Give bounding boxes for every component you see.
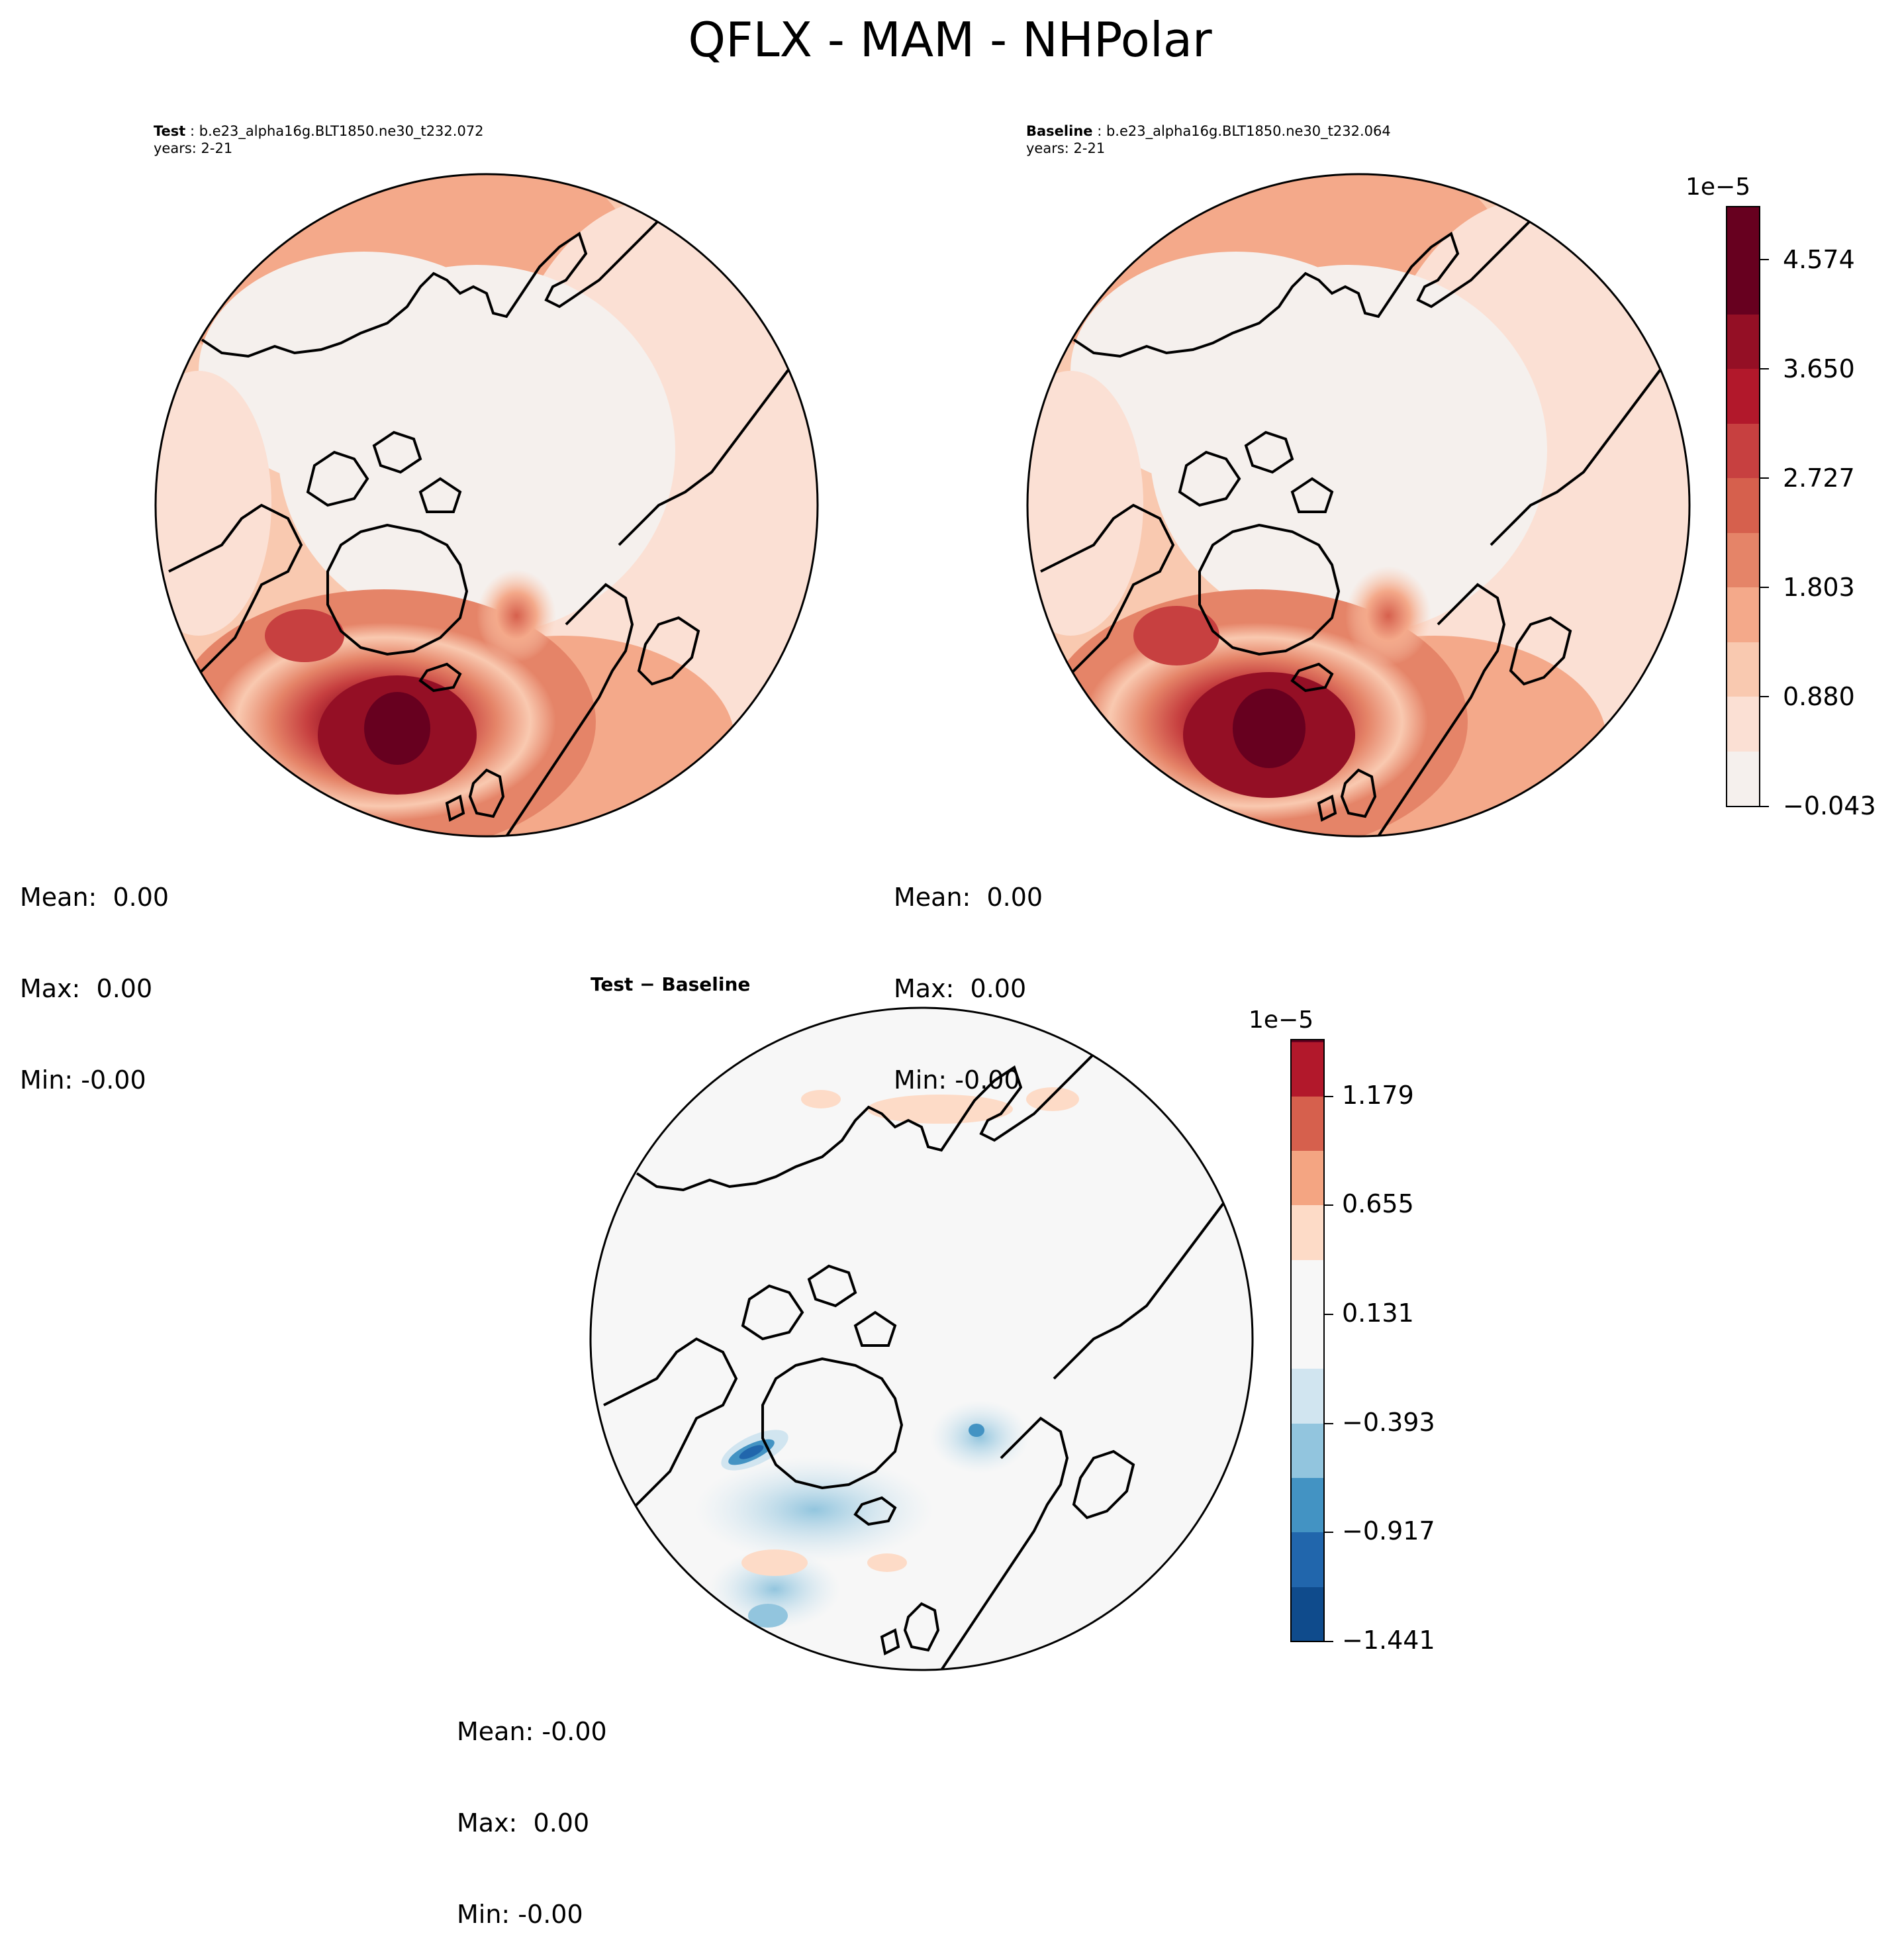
baseline-max: Max: 0.00 [894,974,1027,1003]
figure-canvas [154,173,1769,1671]
baseline-case-name: b.e23_alpha16g.BLT1850.ne30_t232.064 [1106,123,1391,139]
main-cb-tick-3: 2.727 [1783,464,1855,493]
test-mean: Mean: 0.00 [20,883,169,912]
main-colorbar [1726,206,1769,807]
test-stats: Mean: 0.00 Max: 0.00 Min: -0.00 [20,821,169,1126]
main-cb-tick-0: −0.043 [1783,791,1876,820]
diff-cb-tick-1: −0.917 [1342,1516,1435,1545]
baseline-min: Min: -0.00 [894,1065,1020,1095]
diff-cb-tick-4: 0.655 [1342,1189,1414,1218]
baseline-stats: Mean: 0.00 Max: 0.00 Min: -0.00 [894,821,1043,1126]
test-min: Min: -0.00 [20,1065,146,1095]
baseline-years: years: 2-21 [1026,140,1106,156]
test-max: Max: 0.00 [20,974,153,1003]
diff-panel-title: Test − Baseline [591,973,751,995]
diff-cb-tick-2: −0.393 [1342,1408,1435,1437]
test-label: Test [154,123,186,139]
diff-min: Min: -0.00 [457,1900,583,1929]
diff-max: Max: 0.00 [457,1808,590,1838]
test-map [154,173,819,838]
test-case-name: b.e23_alpha16g.BLT1850.ne30_t232.072 [199,123,484,139]
diff-cb-tick-0: −1.441 [1342,1626,1435,1655]
test-years: years: 2-21 [154,140,233,156]
diff-cb-tick-3: 0.131 [1342,1298,1414,1328]
main-cb-tick-2: 1.803 [1783,573,1855,602]
figure-title: QFLX - MAM - NHPolar [688,12,1212,68]
diff-mean: Mean: -0.00 [457,1717,607,1746]
baseline-map [1026,173,1691,838]
main-colorbar-exponent: 1e−5 [1686,173,1751,201]
baseline-case-header: Baseline : b.e23_alpha16g.BLT1850.ne30_t… [1026,123,1391,156]
main-cb-tick-1: 0.880 [1783,682,1855,711]
test-case-header: Test : b.e23_alpha16g.BLT1850.ne30_t232.… [154,123,484,156]
diff-map [589,1006,1254,1671]
main-cb-tick-5: 4.574 [1783,245,1855,274]
baseline-mean: Mean: 0.00 [894,883,1043,912]
main-cb-tick-4: 3.650 [1783,354,1855,383]
diff-cb-tick-5: 1.179 [1342,1081,1414,1110]
diff-stats: Mean: -0.00 Max: 0.00 Min: -0.00 [457,1655,607,1960]
baseline-label: Baseline [1026,123,1093,139]
diff-colorbar-exponent: 1e−5 [1249,1006,1314,1034]
diff-colorbar [1290,1039,1333,1642]
